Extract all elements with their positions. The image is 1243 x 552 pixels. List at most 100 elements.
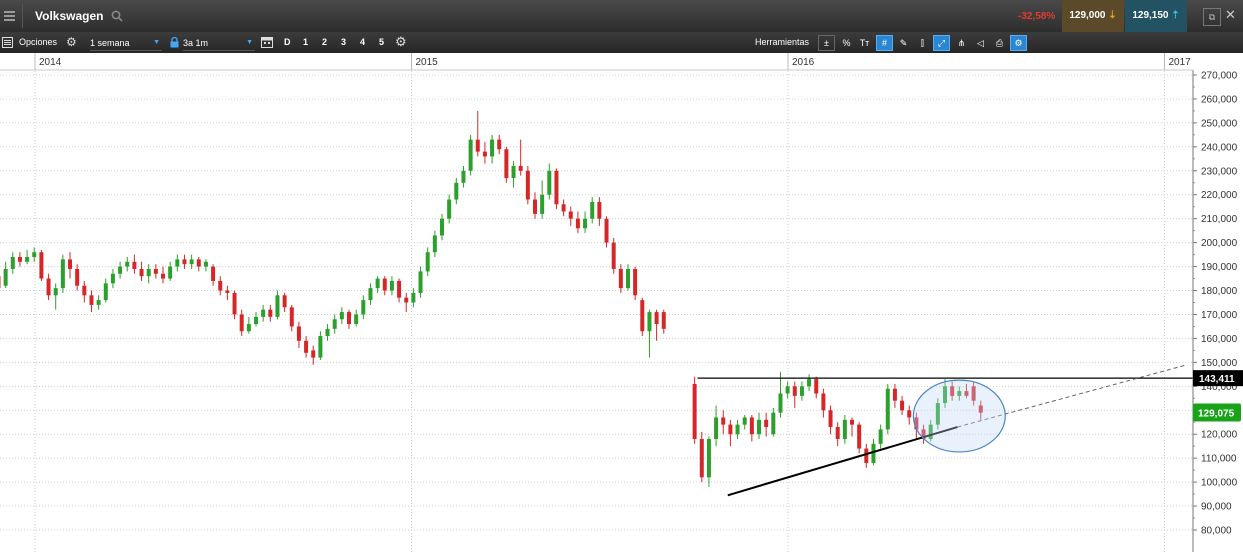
text-tool-icon[interactable]: Tт [859, 38, 870, 48]
candle-down [864, 443, 869, 468]
candle-up [175, 254, 180, 272]
gear-icon[interactable]: ⚙ [66, 35, 77, 49]
percent-icon[interactable]: % [842, 38, 851, 48]
period-button-4[interactable]: 4 [360, 37, 366, 47]
close-icon[interactable]: ✕ [1225, 7, 1236, 22]
candle-body [497, 139, 502, 150]
candle-body [118, 266, 123, 274]
detach-window-icon[interactable]: ⧉ [1203, 8, 1221, 26]
last-price-label: 129,075 [1193, 403, 1241, 422]
candlestick-chart[interactable]: 80,00090,000100,000110,000120,000130,000… [0, 53, 1243, 552]
candle-down [568, 206, 573, 226]
x-tick-label: 2015 [416, 57, 439, 68]
candle-up [957, 386, 962, 401]
period-button-3[interactable]: 3 [341, 37, 347, 47]
candle-down [699, 431, 704, 483]
candle-type-icon[interactable]: ⫿ [921, 38, 924, 48]
candle-up [25, 249, 30, 265]
candle-down [504, 146, 509, 183]
candle-up [454, 177, 459, 205]
fibonacci-icon[interactable]: ⋔ [957, 38, 966, 48]
candle-body [404, 297, 409, 303]
candle-down [964, 383, 969, 399]
candle-body [225, 290, 230, 293]
chart-settings-icon[interactable]: ⚙ [1010, 35, 1027, 51]
ask-price-box[interactable]: 129,150 ⇡ [1125, 0, 1187, 32]
candle-up [318, 331, 323, 360]
range-select[interactable]: 3a 1m ▼ [183, 36, 255, 51]
candle-body [203, 261, 208, 267]
candle-body [654, 312, 659, 325]
trendline-extension [957, 364, 1188, 428]
candle-down [532, 192, 537, 219]
bid-price: 129,000 [1069, 10, 1106, 21]
candle-body [32, 252, 37, 257]
calendar-icon[interactable] [261, 36, 273, 51]
lock-icon[interactable] [170, 36, 179, 51]
y-tick-label: 220,000 [1201, 190, 1238, 201]
draw-tool-icon[interactable]: ✎ [899, 38, 908, 48]
candle-body [475, 139, 480, 152]
eraser-icon[interactable]: ◁ [977, 38, 984, 48]
candle-down [611, 237, 616, 274]
crosshair-icon[interactable]: # [876, 35, 893, 51]
period-button-2[interactable]: 2 [322, 37, 328, 47]
interval-select[interactable]: 1 semana ▼ [90, 36, 162, 51]
add-indicator-icon[interactable]: ± [818, 35, 835, 51]
candle-up [275, 290, 280, 320]
tools-label: Herramientas [755, 37, 810, 47]
candle-body [397, 280, 402, 298]
candle-body [375, 278, 380, 289]
level-price-label: 143,411 [1193, 370, 1243, 387]
candle-down [382, 276, 387, 296]
print-icon[interactable]: ⎙ [995, 38, 1004, 48]
candle-down [728, 419, 733, 447]
candle-down [792, 381, 797, 408]
candle-body [461, 170, 466, 183]
candle-down [39, 249, 44, 281]
candle-down [814, 376, 819, 399]
menu-icon[interactable] [4, 9, 15, 23]
period-button-d[interactable]: D [284, 37, 291, 47]
candle-up [742, 415, 747, 430]
bid-price-box[interactable]: 129,000 ⇣ [1062, 0, 1124, 32]
period-button-5[interactable]: 5 [379, 37, 385, 47]
candle-down [161, 266, 166, 284]
candle-up [425, 247, 430, 277]
list-icon[interactable] [2, 37, 13, 51]
candle-body [921, 429, 926, 439]
candle-down [721, 410, 726, 435]
level-price-label-bg [1193, 370, 1243, 387]
divider [22, 4, 23, 28]
compare-icon[interactable]: ⤢ [933, 35, 950, 51]
candle-up [590, 197, 595, 224]
candle-body [504, 149, 509, 178]
candle-body [182, 259, 187, 265]
highlight-ellipse [912, 379, 1006, 453]
search-icon[interactable] [111, 9, 123, 27]
candle-up [103, 278, 108, 303]
candle-body [261, 309, 266, 317]
candle-body [447, 199, 452, 219]
y-tick-label: 200,000 [1201, 238, 1238, 249]
chart-toolbar: Opciones ⚙ 1 semana ▼ 3a 1m ▼ D 1 2 3 4 … [0, 32, 1243, 53]
last-price-label-bg [1193, 403, 1241, 422]
candle-body [618, 268, 623, 289]
candle-body [957, 391, 962, 396]
candle-body [304, 340, 309, 353]
candle-up [60, 254, 65, 293]
period-button-1[interactable]: 1 [303, 37, 309, 47]
x-tick-label: 2016 [792, 57, 815, 68]
candle-body [978, 405, 983, 413]
candle-body [318, 336, 323, 358]
settings-gear-icon[interactable]: ⚙ [395, 34, 407, 49]
candle-body [857, 424, 862, 449]
candle-body [361, 300, 366, 315]
options-label[interactable]: Opciones [19, 37, 58, 47]
candle-body [764, 419, 769, 428]
candle-down [821, 388, 826, 418]
candle-up [246, 316, 251, 334]
y-tick-label: 190,000 [1201, 262, 1238, 273]
candle-body [842, 419, 847, 439]
candle-up [53, 283, 58, 310]
